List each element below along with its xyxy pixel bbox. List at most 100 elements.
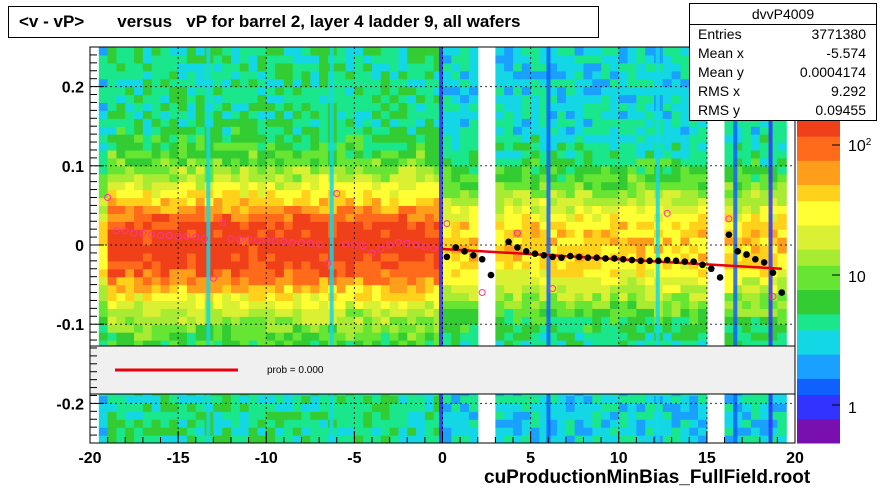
heatmap-cell	[125, 78, 135, 88]
heatmap-cell	[354, 181, 364, 191]
heatmap-cell	[759, 229, 770, 238]
heatmap-cell	[609, 126, 620, 135]
open-marker	[209, 274, 217, 282]
heatmap-cell	[548, 260, 558, 270]
heatmap-cell	[195, 419, 206, 428]
heatmap-cell	[151, 126, 162, 135]
heatmap-cell	[548, 149, 558, 159]
heatmap-cell	[186, 268, 197, 278]
heatmap-cell	[178, 205, 188, 214]
heatmap-cell	[460, 435, 470, 443]
heatmap-cell	[310, 403, 320, 412]
heatmap-cell	[495, 221, 505, 230]
heatmap-cell	[142, 165, 153, 175]
heatmap-cell	[565, 332, 576, 341]
heatmap-cell	[521, 276, 532, 286]
heatmap-cell	[107, 245, 118, 254]
heatmap-cell	[222, 157, 232, 167]
heatmap-cell	[680, 316, 690, 325]
heatmap-cell	[239, 189, 250, 199]
heatmap-cell	[583, 173, 593, 183]
heatmap-cell	[521, 300, 532, 309]
heatmap-cell	[292, 94, 303, 104]
heatmap-cell	[416, 102, 426, 111]
heatmap-cell	[636, 252, 646, 262]
heatmap-cell	[310, 316, 320, 325]
heatmap-cell	[733, 189, 743, 199]
heatmap-cell	[592, 284, 602, 294]
heatmap-cell	[442, 300, 452, 309]
heatmap-cell	[645, 419, 655, 428]
heatmap-cell	[662, 78, 673, 88]
heatmap-cell	[266, 292, 276, 302]
color-scale-band	[797, 329, 840, 339]
heatmap-cell	[398, 260, 408, 270]
heatmap-cell	[627, 395, 637, 404]
heatmap-cell	[389, 165, 400, 175]
heatmap-cell	[248, 419, 259, 428]
open-marker	[333, 190, 341, 198]
heatmap-cell	[759, 268, 770, 278]
heatmap-cell	[178, 94, 188, 104]
heatmap-cell	[186, 157, 197, 167]
heatmap-cell	[319, 47, 329, 56]
color-scale-band	[797, 297, 840, 307]
heatmap-cell	[239, 126, 250, 135]
heatmap-cell	[186, 411, 197, 420]
open-marker	[201, 235, 209, 243]
heatmap-cell	[671, 221, 682, 230]
heatmap-cell	[662, 419, 673, 428]
heatmap-cell	[583, 260, 593, 270]
heatmap-cell	[583, 165, 593, 175]
heatmap-cell	[557, 332, 567, 341]
heatmap-cell	[372, 54, 382, 64]
heatmap-cell	[513, 213, 523, 222]
heatmap-cell	[98, 197, 109, 206]
heatmap-cell	[565, 221, 576, 230]
heatmap-cell	[592, 149, 602, 159]
open-marker	[386, 241, 394, 249]
heatmap-cell	[513, 419, 523, 428]
heatmap-cell	[742, 134, 752, 143]
heatmap-cell	[283, 126, 294, 135]
heatmap-cell	[627, 284, 637, 294]
heatmap-cell	[98, 229, 109, 238]
heatmap-cell	[151, 205, 162, 214]
heatmap-cell	[310, 340, 320, 349]
heatmap-cell	[292, 221, 303, 230]
open-marker	[324, 259, 332, 267]
heatmap-cell	[565, 118, 576, 127]
heatmap-cell	[565, 268, 576, 278]
heatmap-cell	[134, 86, 144, 96]
heatmap-cell	[98, 134, 109, 143]
heatmap-cell	[380, 70, 391, 80]
heatmap-cell	[292, 110, 303, 119]
heatmap-cell	[178, 237, 188, 246]
stats-value: 0.0004174	[799, 64, 866, 80]
heatmap-cell	[160, 284, 170, 294]
heatmap-cell	[213, 276, 223, 286]
heatmap-cell	[319, 110, 329, 119]
heatmap-cell	[310, 54, 320, 64]
heatmap-cell	[504, 411, 514, 420]
heatmap-cell	[222, 213, 232, 222]
heatmap-cell	[513, 332, 523, 341]
stats-row: Mean y 0.0004174	[690, 63, 876, 82]
filled-marker	[725, 231, 733, 239]
heatmap-cell	[513, 54, 523, 64]
heatmap-cell	[336, 308, 347, 317]
heatmap-cell	[275, 78, 285, 88]
heatmap-cell	[195, 292, 206, 302]
heatmap-cell	[759, 324, 770, 333]
heatmap-cell	[248, 181, 259, 191]
heatmap-cell	[583, 142, 593, 151]
heatmap-cell	[424, 78, 435, 88]
heatmap-cell	[160, 62, 170, 72]
heatmap-cell	[724, 157, 734, 167]
heatmap-cell	[645, 181, 655, 191]
heatmap-cell	[292, 237, 303, 246]
heatmap-cell	[662, 110, 673, 119]
heatmap-cell	[618, 181, 629, 191]
heatmap-cell	[504, 229, 514, 238]
heatmap-cell	[442, 126, 452, 135]
